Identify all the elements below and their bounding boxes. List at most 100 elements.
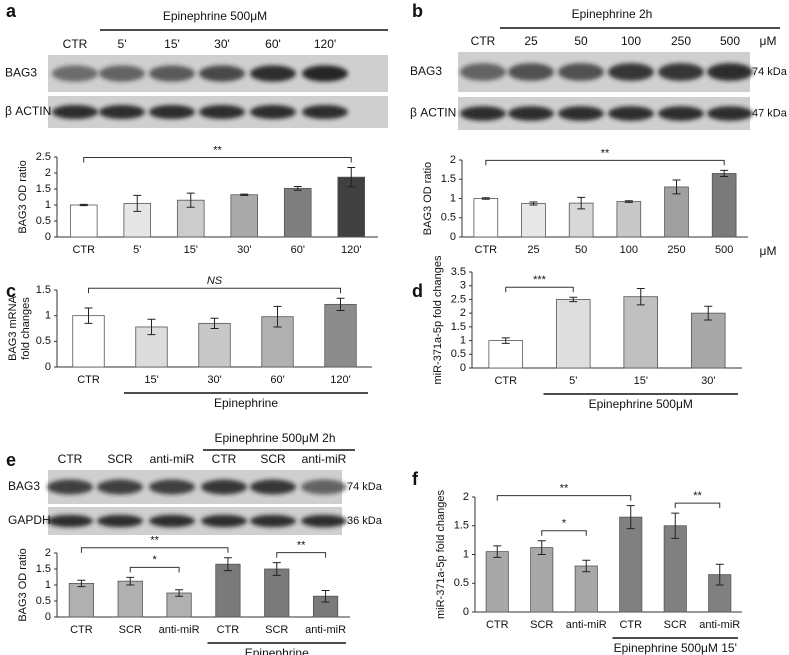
x-tick-label: SCR — [119, 624, 142, 636]
panel-letter: b — [412, 1, 423, 21]
bar — [117, 580, 143, 618]
lane-label: 250 — [671, 34, 691, 48]
bar — [264, 568, 290, 618]
blot-band — [149, 65, 195, 82]
blot-header: Epinephrine 2h — [572, 7, 653, 21]
blot-band — [97, 479, 143, 495]
x-tick-label: CTR — [494, 375, 517, 387]
y-tick-label: 3.5 — [451, 266, 466, 278]
lane-label: SCR — [107, 452, 133, 466]
significance-label: NS — [207, 275, 223, 287]
error-bar — [720, 169, 729, 178]
error-bar — [210, 317, 219, 329]
bar — [623, 296, 659, 369]
bar — [619, 516, 643, 613]
x-tick-label: 500 — [715, 244, 733, 256]
x-tick-label: 60' — [291, 244, 305, 256]
blot-size-label: 47 kDa — [752, 107, 788, 119]
y-tick-label: 2 — [460, 307, 466, 319]
error-bar — [175, 589, 184, 597]
error-bar — [79, 203, 88, 207]
blot-band — [47, 479, 93, 495]
bar — [574, 565, 598, 613]
blot-row-label: GAPDH — [8, 513, 51, 527]
y-tick-label: 2.5 — [36, 151, 51, 163]
y-tick-label: 2 — [45, 547, 51, 559]
bar — [555, 299, 591, 369]
y-tick-label: 1 — [45, 579, 51, 591]
error-bar — [347, 167, 356, 188]
blot-band — [302, 104, 348, 120]
error-bar — [636, 287, 645, 306]
x-tick-label: 15' — [184, 244, 198, 256]
error-bar — [582, 559, 591, 573]
x-tick-label: 5' — [133, 244, 141, 256]
blot-band — [149, 479, 195, 495]
significance-bracket — [496, 495, 632, 501]
blot-band — [52, 65, 98, 82]
group-label: Epinephrine — [214, 396, 278, 410]
blot-header: Epinephrine 500μM 2h — [215, 431, 336, 445]
panel-letter: a — [6, 1, 17, 21]
blot-band — [707, 106, 753, 121]
lane-label: anti-miR — [302, 452, 347, 466]
lane-label: 500 — [720, 34, 740, 48]
lane-label: 5' — [118, 37, 127, 51]
lane-label: 60' — [265, 37, 281, 51]
y-tick-label: 2 — [463, 491, 469, 503]
significance-bracket — [485, 159, 725, 166]
bar — [485, 551, 509, 613]
x-tick-label: 250 — [667, 244, 685, 256]
error-bar — [704, 305, 713, 321]
error-bar — [577, 196, 586, 210]
error-bar — [293, 185, 302, 191]
x-tick-label: 120' — [330, 374, 350, 386]
y-tick-label: 0 — [463, 606, 469, 618]
y-tick-label: 1 — [45, 310, 51, 322]
y-tick-label: 2 — [450, 154, 456, 166]
significance-bracket — [674, 502, 721, 509]
blot-band — [508, 106, 554, 121]
significance-bracket — [88, 287, 341, 294]
error-bar — [624, 200, 633, 203]
blot-band — [707, 63, 753, 81]
bar — [488, 340, 524, 369]
significance-label: ** — [150, 535, 159, 547]
group-label: Epinephrine 500μM — [589, 397, 693, 411]
y-tick-label: 1.5 — [36, 563, 51, 575]
blot-band — [508, 63, 554, 81]
bar — [69, 204, 98, 238]
bar — [215, 563, 241, 618]
blot-band — [199, 104, 245, 120]
blot-band — [558, 63, 604, 81]
blot-band — [608, 106, 654, 121]
error-bar — [537, 540, 546, 555]
bar — [664, 186, 689, 238]
bar — [135, 326, 168, 368]
blot-row-label: BAG3 — [8, 479, 40, 493]
significance-bracket — [276, 552, 327, 558]
error-bar — [501, 337, 510, 344]
bar — [690, 312, 726, 369]
y-tick-label: 1 — [460, 334, 466, 346]
blot-band — [301, 514, 347, 528]
group-label: Epinephrine — [245, 646, 309, 655]
significance-bracket — [505, 286, 574, 293]
y-axis-label: BAG3 OD ratio — [422, 162, 434, 235]
blot-band — [302, 65, 348, 82]
lane-label: 120' — [314, 37, 336, 51]
significance-label: ** — [560, 483, 569, 495]
blot-band — [149, 104, 195, 120]
y-tick-label: 0.5 — [454, 577, 469, 589]
bar — [473, 198, 499, 238]
blot-band — [99, 104, 145, 120]
error-bar — [626, 505, 635, 530]
blot-size-label: 74 kDa — [347, 481, 383, 493]
significance-bracket — [129, 566, 180, 573]
y-tick-label: 1 — [45, 199, 51, 211]
x-tick-label: SCR — [530, 619, 553, 631]
lane-label: CTR — [58, 452, 83, 466]
blot-band — [301, 479, 347, 495]
bar — [283, 187, 312, 238]
